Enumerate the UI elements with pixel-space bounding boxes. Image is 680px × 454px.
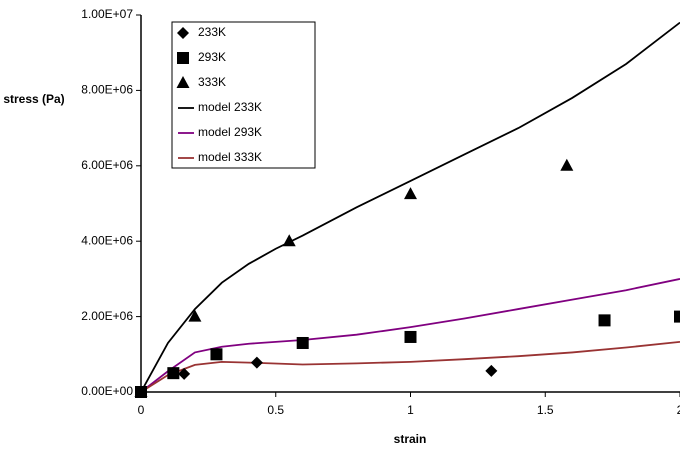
square-marker (598, 314, 611, 327)
legend-box (171, 21, 316, 169)
legend-label: 233K (198, 25, 226, 39)
x-tick-label: 1.5 (537, 403, 554, 417)
legend-label: model 293K (198, 125, 262, 139)
triangle-marker (188, 309, 202, 322)
legend-label: model 233K (198, 100, 262, 114)
square-marker (210, 348, 223, 361)
triangle-marker (282, 234, 296, 247)
model-line (140, 340, 680, 393)
legend: 233K 293K 333K model 233K model 293K model 33… (171, 21, 316, 169)
y-tick-label: 6.00E+06 (81, 158, 133, 172)
model-line (140, 278, 680, 393)
y-tick-label: 2.00E+06 (81, 309, 133, 323)
y-axis-label: stress (Pa) (3, 92, 64, 106)
square-marker (167, 367, 180, 380)
y-tick-label: 8.00E+06 (81, 83, 133, 97)
legend-swatch (177, 27, 189, 39)
legend-label: 333K (198, 75, 226, 89)
diamond-marker (178, 367, 191, 380)
legend-swatch (177, 52, 189, 64)
square-marker (296, 336, 309, 349)
triangle-marker (404, 187, 417, 200)
legend-label: 293K (198, 50, 226, 64)
triangle-marker (134, 385, 148, 397)
diamond-marker (250, 356, 263, 369)
model-line (140, 21, 680, 393)
y-tick-label: 4.00E+06 (81, 233, 133, 247)
x-axis-label: strain (394, 432, 427, 446)
legend-label: model 333K (198, 150, 262, 164)
x-tick-label: 0.5 (267, 403, 284, 417)
square-marker (674, 310, 680, 323)
square-marker (404, 330, 417, 343)
legend-swatch (176, 76, 190, 88)
y-tick-label: 1.00E+07 (81, 7, 133, 21)
diamond-marker (485, 364, 498, 377)
x-tick-label: 0 (138, 403, 145, 417)
y-tick-label: 0.00E+00 (81, 384, 133, 398)
x-tick-label: 2 (677, 403, 680, 417)
x-tick-label: 1 (407, 403, 414, 417)
triangle-marker (560, 158, 574, 171)
